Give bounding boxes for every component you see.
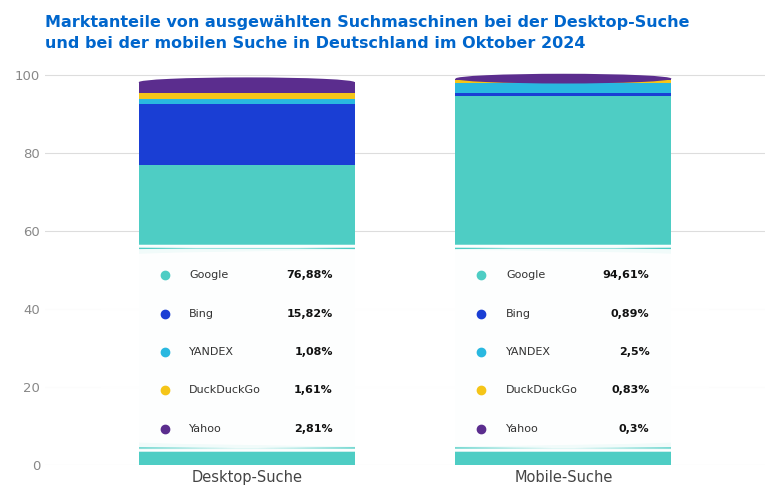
Bar: [456, 96, 672, 465]
Bar: [456, 78, 672, 80]
Ellipse shape: [456, 74, 672, 84]
Bar: [139, 82, 355, 93]
Bar: [456, 83, 672, 93]
Text: DuckDuckGo: DuckDuckGo: [190, 385, 261, 395]
FancyBboxPatch shape: [0, 245, 780, 452]
Text: Yahoo: Yahoo: [506, 424, 539, 434]
Bar: [139, 166, 355, 465]
Bar: [456, 93, 672, 96]
Text: YANDEX: YANDEX: [190, 347, 234, 357]
Text: 1,08%: 1,08%: [294, 347, 333, 357]
Text: DuckDuckGo: DuckDuckGo: [506, 385, 578, 395]
Text: Google: Google: [506, 270, 545, 280]
Text: 94,61%: 94,61%: [603, 270, 650, 280]
Bar: [139, 93, 355, 100]
Text: Marktanteile von ausgewählten Suchmaschinen bei der Desktop-Suche
und bei der mo: Marktanteile von ausgewählten Suchmaschi…: [45, 15, 690, 51]
Bar: [139, 104, 355, 166]
Text: YANDEX: YANDEX: [506, 347, 551, 357]
Text: 15,82%: 15,82%: [286, 308, 333, 318]
Text: 1,61%: 1,61%: [294, 385, 333, 395]
Text: Bing: Bing: [190, 308, 214, 318]
Ellipse shape: [139, 78, 355, 87]
Text: 0,3%: 0,3%: [619, 424, 650, 434]
Text: 0,83%: 0,83%: [612, 385, 650, 395]
FancyBboxPatch shape: [0, 245, 780, 452]
Text: Google: Google: [190, 270, 229, 280]
Text: 76,88%: 76,88%: [286, 270, 333, 280]
Bar: [456, 80, 672, 83]
Text: 2,5%: 2,5%: [619, 347, 650, 357]
Bar: [139, 100, 355, 103]
Text: Bing: Bing: [506, 308, 531, 318]
Text: Yahoo: Yahoo: [190, 424, 222, 434]
Text: 2,81%: 2,81%: [294, 424, 333, 434]
Text: 0,89%: 0,89%: [611, 308, 650, 318]
